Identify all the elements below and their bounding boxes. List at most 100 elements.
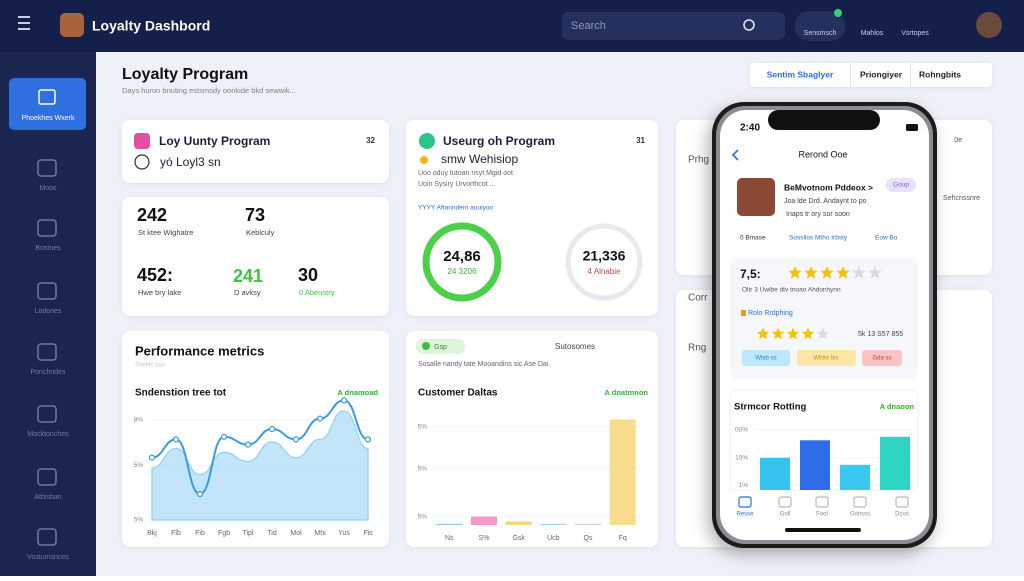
avatar[interactable] (976, 12, 1002, 38)
membership-icon (419, 133, 435, 149)
thumb-icon (420, 156, 428, 164)
product-desc: Inaps tr ory sor soon (786, 211, 850, 218)
x-tick-label: Tipl (242, 530, 253, 537)
logo (60, 13, 84, 37)
screen-tab: Eow Bo (875, 235, 898, 242)
nav-label: Ponchndes (30, 369, 66, 376)
x-tick-label: Tid (267, 530, 277, 537)
y-tick-label: 5% (134, 462, 144, 469)
x-tick-label: Qs (584, 535, 593, 542)
card-note: Soeeis oou (135, 363, 165, 369)
chip (742, 350, 790, 366)
chip-label: Gda ss (872, 356, 891, 362)
rating: 7,5: (740, 267, 761, 281)
notch (768, 110, 880, 130)
radio[interactable] (134, 154, 150, 170)
status-dot (834, 9, 842, 17)
screen-tab: Mtho Irbsty (815, 235, 848, 242)
x-tick-label: Fq (619, 535, 627, 542)
star (836, 266, 850, 279)
sidebar (0, 52, 96, 576)
bar (540, 523, 567, 525)
chip-label: Wbtte bis (813, 356, 838, 362)
ring (565, 223, 643, 301)
home-indicator (785, 528, 861, 532)
badge: 32 (366, 136, 375, 145)
point (148, 454, 156, 461)
header-icon-label: Vsrtopes (901, 30, 929, 37)
side-label: Rng (688, 343, 706, 354)
bar (800, 440, 830, 490)
pill-label: Goup (893, 182, 909, 189)
header (0, 0, 1024, 52)
card-note: Sosalle nandy tate Mooandins sic Ase Dai… (418, 361, 550, 368)
pill-dot (422, 342, 430, 350)
y-tick-label: 5% (418, 465, 428, 472)
search-box[interactable] (562, 12, 785, 40)
star (771, 327, 785, 340)
chart-title: Strmcor Rotting (734, 402, 807, 413)
nav-label: Goll (780, 512, 791, 518)
status-pill[interactable] (795, 11, 845, 41)
nav-label: Fool (816, 512, 828, 518)
stat-label: 0 Abenstry (299, 288, 335, 297)
nav-label: Atbisban (34, 494, 61, 501)
chart-title: Sndenstion tree tot (135, 388, 227, 399)
star (788, 266, 802, 279)
line (151, 399, 369, 496)
card-subtitle: smw Wehisiop (441, 152, 518, 166)
card-title: Performance metrics (135, 343, 264, 358)
y-tick-label: 8% (134, 417, 144, 424)
section-icon (741, 310, 746, 316)
bar (505, 521, 532, 525)
back-icon (731, 149, 739, 161)
page-title: Loyalty Program (122, 66, 248, 83)
star (804, 266, 818, 279)
tab-divider (910, 63, 911, 87)
product-image (737, 178, 775, 216)
star (816, 327, 830, 340)
tab: Rohngbits (919, 69, 961, 79)
tab: Priongiyer (860, 69, 903, 79)
tag: Sutosomes (555, 342, 595, 351)
nav-icon (37, 282, 57, 300)
nav-icon (815, 496, 829, 508)
card-title: Useurg oh Program (443, 134, 555, 148)
card-subtitle: yó Loyl3 sn (160, 155, 221, 169)
counts: 5k 13 S57 855 (858, 331, 903, 338)
point (196, 490, 204, 498)
stat-value: 242 (137, 205, 167, 225)
chip (862, 350, 902, 366)
x-tick-label: Yus (338, 530, 350, 537)
stat-label: St ktee Wighatre (138, 228, 193, 237)
card-title: Loy Uunty Program (159, 134, 270, 148)
side-label: Corr (688, 293, 708, 304)
pill (886, 178, 916, 192)
bar (436, 523, 463, 525)
y-tick-label: 1% (739, 482, 749, 489)
header-icon-label: Sensmsch (804, 30, 837, 37)
menu-icon[interactable] (18, 16, 30, 18)
nav-icon (37, 468, 57, 486)
star (786, 327, 800, 340)
nav-icon (37, 405, 57, 423)
x-tick-label: Fgb (218, 530, 230, 537)
app-title: Loyalty Dashbord (92, 18, 210, 34)
nav-icon (37, 343, 57, 361)
x-tick-label: Ucb (547, 535, 560, 542)
area (151, 410, 369, 521)
ring-label: 4 Alnabie (588, 267, 621, 276)
x-tick-label: Fib (195, 530, 205, 537)
star (868, 266, 882, 279)
chart-action: A dnamoad (337, 388, 378, 397)
bar (471, 516, 497, 525)
x-tick-label: Flb (171, 530, 181, 537)
bar (880, 436, 910, 490)
link: YYYY Aftanndern aouiyoo (418, 205, 493, 212)
screen-title: Rerond Ooe (798, 149, 847, 159)
y-tick-label: 5% (418, 423, 428, 430)
star (801, 327, 815, 340)
ring-value: 21,336 (583, 248, 626, 264)
y-tick-label: 00% (735, 427, 748, 434)
page-subtitle: Days huron bnuting estsmsdy oonkide bkd … (122, 86, 296, 95)
